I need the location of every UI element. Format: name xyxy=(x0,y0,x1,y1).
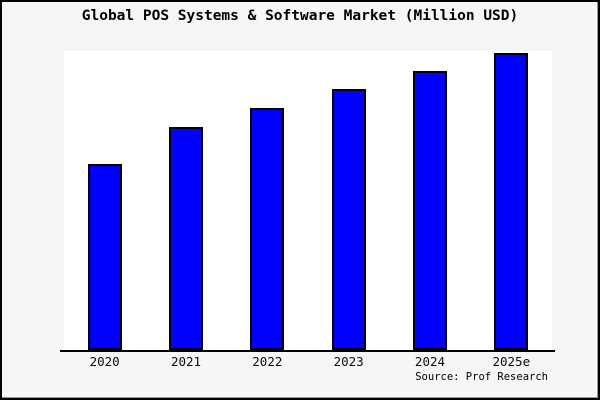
bar-2024 xyxy=(412,71,447,350)
chart-title: Global POS Systems & Software Market (Mi… xyxy=(81,8,519,24)
bar-2020 xyxy=(87,164,122,350)
bar-slot-2024 xyxy=(389,51,470,350)
bar-2025e xyxy=(494,53,529,350)
x-axis-labels: 2020 2021 2022 2023 2024 2025e xyxy=(64,354,552,369)
bar-2023 xyxy=(331,89,366,350)
bar-2022 xyxy=(250,108,285,350)
x-tick-label-2023: 2023 xyxy=(333,354,364,369)
x-tick-label-2025e: 2025e xyxy=(492,354,531,369)
bar-slot-2025e xyxy=(471,51,552,350)
bar-2021 xyxy=(168,127,203,350)
bar-slot-2023 xyxy=(308,51,389,350)
bar-slot-2020 xyxy=(64,51,145,350)
source-label: Source: Prof Research xyxy=(415,371,548,383)
x-tick-label-2022: 2022 xyxy=(252,354,283,369)
x-tick-label-2024: 2024 xyxy=(414,354,446,369)
x-axis-line xyxy=(60,350,555,352)
x-tick-label-2021: 2021 xyxy=(170,354,202,369)
bar-slot-2022 xyxy=(227,51,308,350)
bar-slot-2021 xyxy=(145,51,226,350)
x-tick-label-2020: 2020 xyxy=(89,354,120,369)
plot-area xyxy=(64,51,552,350)
